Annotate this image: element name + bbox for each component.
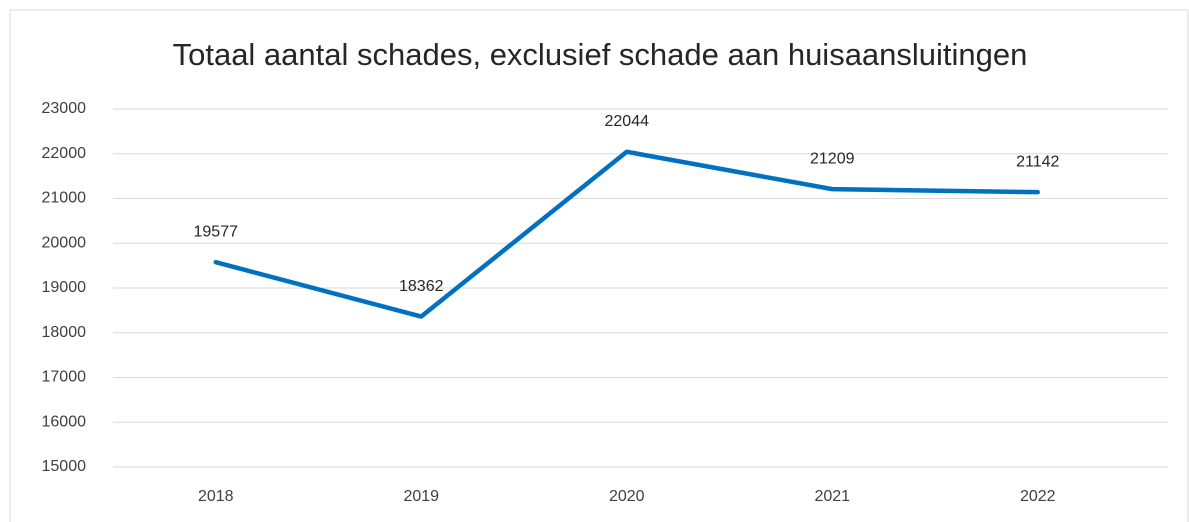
y-tick-label: 18000 — [42, 324, 87, 341]
x-tick-label: 2021 — [814, 488, 850, 505]
x-tick-label: 2020 — [609, 488, 645, 505]
y-tick-label: 17000 — [42, 369, 87, 386]
data-label: 21142 — [1016, 153, 1059, 170]
y-tick-label: 19000 — [42, 279, 87, 296]
y-tick-label: 16000 — [42, 413, 87, 430]
y-tick-label: 23000 — [42, 100, 87, 117]
y-tick-label: 15000 — [42, 458, 87, 475]
data-label: 21209 — [810, 150, 855, 167]
x-tick-label: 2018 — [198, 488, 234, 505]
chart-frame — [9, 9, 1189, 522]
data-label: 19577 — [194, 223, 239, 240]
data-label: 22044 — [605, 113, 650, 130]
data-label: 18362 — [399, 278, 444, 295]
y-tick-label: 21000 — [42, 190, 87, 207]
line-series — [213, 149, 1040, 319]
x-tick-label: 2019 — [403, 488, 439, 505]
y-tick-label: 22000 — [42, 145, 87, 162]
chart-title: Totaal aantal schades, exclusief schade … — [173, 37, 1028, 72]
x-tick-label: 2022 — [1020, 488, 1056, 505]
y-tick-label: 20000 — [42, 234, 87, 251]
